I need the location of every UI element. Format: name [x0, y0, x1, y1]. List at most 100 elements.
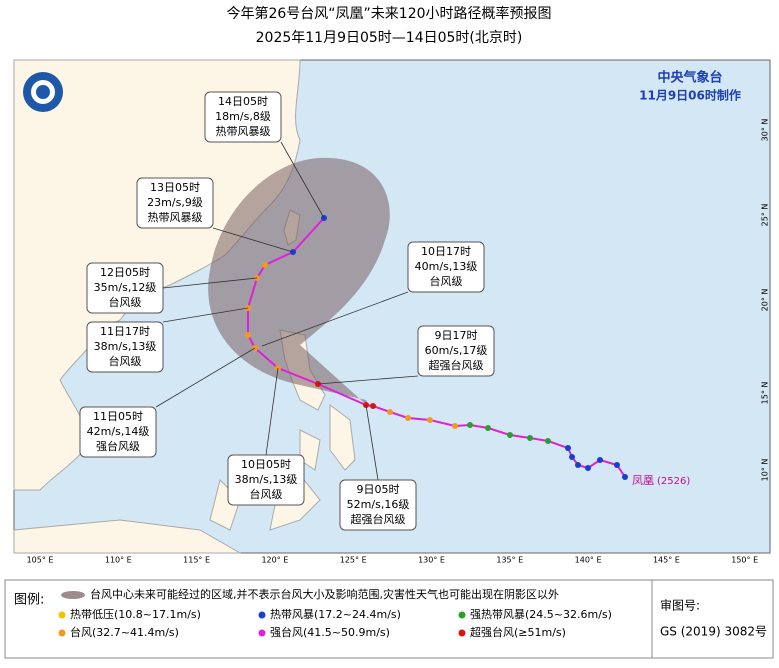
- lon-label: 140° E: [575, 556, 602, 565]
- annotation-text: 10日17时: [421, 245, 471, 258]
- track-point: [262, 262, 268, 268]
- annotation-text: 38m/s,13级: [235, 473, 298, 486]
- leader-line: [212, 227, 294, 253]
- annotation-box: [86, 262, 164, 314]
- annotation-text: 热带风暴级: [216, 125, 271, 138]
- title: 今年第26号台风“凤凰”未来120小时路径概率预报图: [226, 5, 551, 22]
- legend-marker: [258, 629, 266, 637]
- annotation-text: 超强台风级: [351, 512, 406, 526]
- legend-marker: [58, 629, 66, 637]
- lat-label: 20° N: [761, 289, 770, 312]
- lon-label: 145° E: [653, 556, 680, 565]
- annotation-text: 台风级: [430, 274, 463, 288]
- legend-marker: [258, 611, 266, 619]
- track-point: [585, 465, 591, 471]
- leader-line: [162, 307, 249, 323]
- lon-label: 130° E: [418, 556, 445, 565]
- storm-code: (2526): [657, 476, 690, 487]
- leader-line: [155, 347, 256, 408]
- agency-name: 中央气象台: [657, 70, 722, 86]
- lon-label: 115° E: [183, 556, 210, 565]
- track-point: [387, 409, 393, 415]
- track-point: [427, 417, 433, 423]
- legend-label: 强热带风暴(24.5~32.6m/s): [470, 608, 612, 621]
- legend: 图例: 台风中心未来可能经过的区域,并不表示台风大小及影响范围,灾害性天气也可能…: [4, 579, 774, 659]
- annotation-box: [79, 406, 157, 458]
- annotation-text: 60m/s,17级: [425, 344, 488, 357]
- leader-line: [365, 404, 379, 481]
- annotation-text: 23m/s,9级: [147, 196, 203, 209]
- legend-label: 强台风(41.5~50.9m/s): [270, 625, 390, 639]
- map: 14日05时18m/s,8级热带风暴级13日05时23m/s,9级热带风暴级12…: [13, 59, 771, 565]
- lon-label: 135° E: [496, 556, 523, 565]
- annotation-text: 35m/s,12级: [94, 281, 157, 294]
- track-point: [545, 438, 551, 444]
- annotation-text: 10日05时: [241, 458, 291, 471]
- leader-line: [261, 291, 409, 347]
- annotation-text: 14日05时: [218, 95, 268, 108]
- lat-label: 15° N: [761, 382, 770, 405]
- legend-label: 热带风暴(17.2~24.4m/s): [270, 608, 401, 621]
- annotation-box: [136, 177, 214, 229]
- review-label: 审图号:: [660, 598, 700, 613]
- leader-line: [265, 367, 279, 456]
- annotation-box: [407, 241, 485, 293]
- annotation-text: 9日17时: [435, 329, 478, 342]
- annotation-text: 18m/s,8级: [215, 110, 271, 123]
- track-point: [569, 454, 575, 460]
- lat-label: 10° N: [761, 459, 770, 482]
- track-point: [452, 423, 458, 429]
- annotation-box: [339, 479, 417, 531]
- annotation-text: 38m/s,13级: [94, 340, 157, 353]
- annotation-text: 11日17时: [100, 325, 150, 338]
- track-point: [507, 432, 513, 438]
- track-point: [575, 462, 581, 468]
- issue-time: 11月9日06时制作: [639, 88, 741, 103]
- annotation-box: [86, 321, 164, 373]
- annotation-box: [227, 454, 305, 506]
- annotation-text: 12日05时: [100, 266, 150, 279]
- storm-name: 凤凰: [632, 474, 654, 487]
- annotation-text: 52m/s,16级: [347, 498, 410, 511]
- annotation-text: 强台风级: [96, 439, 140, 453]
- review-number: GS (2019) 3082号: [660, 625, 767, 639]
- annotation-text: 台风级: [250, 487, 283, 501]
- track-point: [467, 422, 473, 428]
- annotation-box: [417, 325, 495, 377]
- legend-title: 图例:: [14, 593, 44, 608]
- legend-cone: 台风中心未来可能经过的区域,并不表示台风大小及影响范围,灾害性天气也可能出现在阴…: [90, 587, 559, 601]
- annotation-text: 热带风暴级: [148, 211, 203, 224]
- leader-line: [162, 277, 258, 289]
- track-point: [614, 462, 620, 468]
- track-point: [485, 425, 491, 431]
- annotation-text: 13日05时: [150, 181, 200, 194]
- track-point: [405, 415, 411, 421]
- lat-label: 25° N: [761, 204, 770, 227]
- legend-label: 台风(32.7~41.4m/s): [70, 625, 179, 639]
- track-point: [565, 445, 571, 451]
- lon-label: 125° E: [340, 556, 367, 565]
- annotation-box: [204, 91, 282, 143]
- leader-line: [317, 375, 419, 385]
- lat-label: 30° N: [761, 119, 770, 142]
- leader-line: [280, 141, 325, 219]
- track-point: [370, 403, 376, 409]
- legend-label: 超强台风(≥51m/s): [470, 625, 566, 639]
- track-point: [245, 332, 251, 338]
- annotation-text: 9日05时: [357, 483, 400, 496]
- legend-marker: [458, 611, 466, 619]
- lon-label: 110° E: [105, 556, 132, 565]
- track-point: [622, 474, 628, 480]
- subtitle: 2025年11月9日05时—14日05时(北京时): [256, 30, 523, 46]
- annotation-text: 11日05时: [93, 410, 143, 423]
- legend-marker: [58, 611, 66, 619]
- lon-label: 150° E: [731, 556, 758, 565]
- lon-label: 105° E: [27, 556, 54, 565]
- annotation-text: 超强台风级: [429, 358, 484, 372]
- annotation-text: 台风级: [109, 354, 142, 368]
- annotation-text: 台风级: [109, 295, 142, 309]
- annotation-text: 40m/s,13级: [415, 260, 478, 273]
- lon-label: 120° E: [261, 556, 288, 565]
- track-point: [527, 435, 533, 441]
